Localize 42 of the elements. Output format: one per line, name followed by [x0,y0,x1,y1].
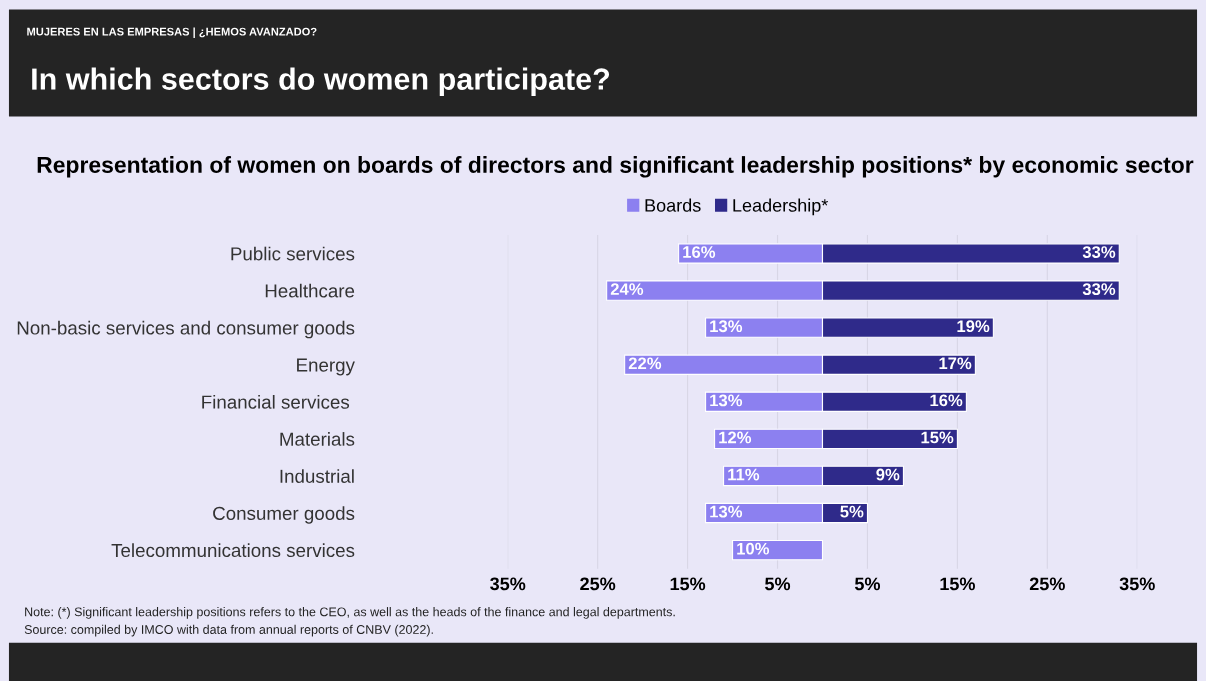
y-tick-label: Consumer goods [213,506,355,524]
y-tick-label: Financial services [202,395,350,409]
bar [732,539,824,561]
text: MUJERES EN LAS EMPRESAS | ¿HEMOS AVANZADO? [27,27,317,38]
data-label: 33% [1082,246,1116,258]
data-label: 33% [1082,283,1116,296]
data-label: 19% [957,320,990,333]
x-tick-label: 25% [580,577,616,591]
chart-subtitle: Representation of women on boards of directors and significant leadership positions* by economic sector [37,156,1194,178]
y-tick-label: Industrial [280,469,354,483]
x-tick-label: 25% [1029,577,1065,591]
data-label: 13% [710,320,743,333]
y-tick-label: Public services [231,246,355,261]
y-tick-label: Non-basic services and consumer goods [17,320,355,339]
chart-title: In which sectors do women participate? [32,67,610,96]
data-label: 13% [710,394,743,407]
data-label: 10% [737,542,770,555]
data-label: 16% [683,246,716,258]
data-label: 15% [921,431,954,444]
text: Note: (*) Significant leadership positions refers to the CEO, as well as the heads of the finance and legal departments. [25,607,675,619]
data-label: 5% [840,505,864,518]
x-tick-label: 35% [490,577,526,591]
x-tick-label: 5% [765,577,791,591]
y-tick-label: Materials [280,432,355,446]
data-label: 11% [728,468,760,481]
y-tick-label: Energy [297,358,355,376]
x-tick-label: 35% [1119,577,1155,591]
data-label: 12% [719,431,752,444]
x-tick-label: 15% [940,577,975,591]
x-tick-label: 15% [670,577,706,591]
x-tick-label: 5% [854,577,881,591]
data-label: 22% [628,357,662,370]
data-label: 9% [876,468,900,481]
data-label: 16% [930,394,963,407]
y-tick-label: Telecommunications services [111,543,355,558]
y-tick-label: Healthcare [265,283,355,298]
data-label: 17% [939,357,972,370]
data-label: 13% [710,505,743,518]
source-note: Source: compiled by IMCO with data from annual reports of CNBV (2022). [24,624,433,637]
legend-label: Leadership* [733,198,829,216]
data-label: 24% [610,283,644,295]
legend-label: Boards [645,198,701,212]
